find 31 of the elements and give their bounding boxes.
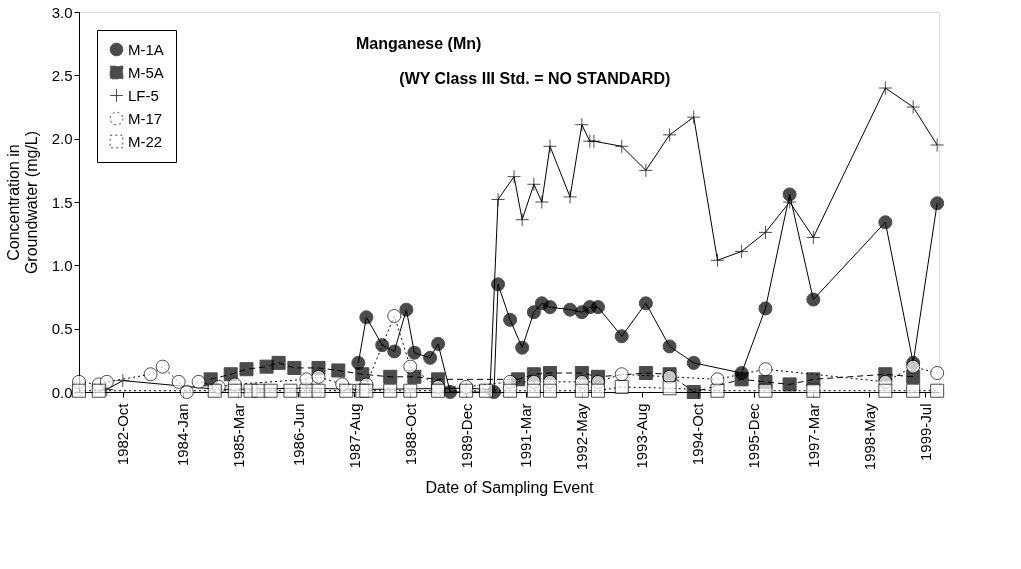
x-tick-label: 1999-Jul	[916, 403, 934, 462]
x-tick-label: 1984-Jan	[174, 403, 192, 467]
x-tick-label: 1997-Mar	[804, 403, 822, 468]
legend-label: M-5A	[128, 63, 164, 81]
y-axis-title: Concentration in Groundwater (mg/L)	[4, 130, 40, 275]
y-tick-label: 1.0	[51, 256, 73, 274]
x-tick-label: 1998-May	[860, 403, 878, 471]
x-tick-label: 1985-Mar	[229, 403, 247, 468]
y-tick-label: 3.0	[51, 3, 73, 21]
x-tick-label: 1982-Oct	[114, 402, 132, 466]
legend-label: M-17	[128, 109, 163, 127]
x-tick-label: 1986-Jun	[289, 403, 307, 467]
legend-label: M-1A	[128, 40, 164, 58]
legend-label: LF-5	[128, 86, 159, 104]
x-tick-label: 1995-Dec	[745, 403, 763, 469]
x-tick-label: 1994-Oct	[689, 402, 707, 466]
x-tick-label: 1993-Aug	[633, 403, 651, 469]
x-axis-title: Date of Sampling Event	[425, 479, 595, 497]
legend-label: M-22	[128, 132, 163, 150]
y-tick-label: 0.5	[51, 320, 73, 338]
text: (WY Class III Std. = NO STANDARD)	[399, 69, 671, 87]
y-tick-label: 1.5	[51, 193, 73, 211]
y-tick-label: 2.5	[51, 66, 73, 84]
x-tick-label: 1992-May	[573, 403, 591, 471]
y-tick-label: 2.0	[51, 130, 73, 148]
x-tick-label: 1988-Oct	[401, 402, 419, 466]
x-tick-label: 1991-Mar	[517, 403, 535, 468]
y-tick-label: 0.0	[51, 383, 73, 401]
x-tick-label: 1989-Dec	[457, 403, 475, 469]
text: Manganese (Mn)	[356, 35, 482, 53]
x-tick-label: 1987-Aug	[345, 403, 363, 469]
